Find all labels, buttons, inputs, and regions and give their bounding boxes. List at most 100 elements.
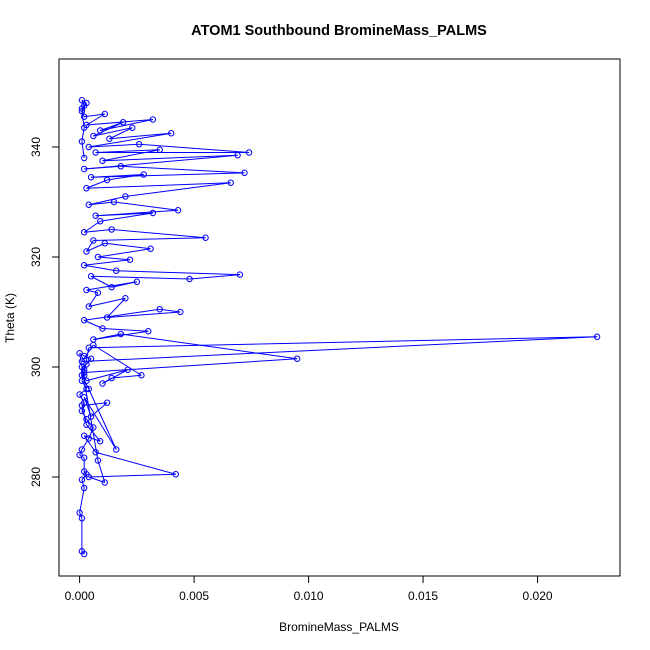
data-point — [236, 271, 244, 278]
series-segment — [93, 330, 149, 340]
data-point — [85, 303, 92, 310]
series-segment — [81, 336, 598, 362]
x-axis-label: BromineMass_PALMS — [279, 620, 399, 634]
data-point — [94, 457, 102, 464]
series-segment — [86, 182, 231, 189]
data-point — [97, 127, 104, 134]
series-segment — [88, 196, 126, 206]
data-point — [99, 380, 106, 387]
data-point — [138, 372, 145, 379]
data-point — [108, 284, 115, 291]
data-point — [234, 152, 241, 159]
series-segment — [125, 182, 231, 197]
data-point — [117, 330, 125, 338]
data-point — [78, 97, 86, 104]
x-tick-label: 0.020 — [523, 589, 553, 603]
data-point — [80, 165, 88, 173]
data-point — [76, 350, 83, 357]
data-point — [83, 421, 90, 428]
y-tick-label: 300 — [29, 357, 43, 377]
data-point — [122, 193, 129, 200]
data-point — [78, 358, 86, 365]
series-segment — [95, 209, 179, 217]
x-tick-label: 0.000 — [65, 589, 95, 603]
series-segment — [84, 259, 131, 266]
series-segment — [97, 248, 151, 258]
data-point — [119, 119, 127, 126]
series-segment — [93, 237, 206, 241]
series-segment — [102, 377, 112, 384]
data-point — [117, 163, 125, 170]
plot-frame — [58, 58, 621, 577]
data-point — [99, 157, 106, 164]
series-segment — [83, 347, 90, 373]
series-segment — [100, 212, 153, 222]
series-segment — [84, 308, 160, 321]
data-point — [293, 355, 301, 362]
data-point — [593, 333, 601, 340]
data-point — [245, 149, 253, 156]
series-segment — [83, 220, 101, 233]
series-segment — [83, 396, 117, 450]
series-segment — [90, 275, 112, 288]
data-point — [78, 402, 86, 409]
data-point — [92, 149, 99, 156]
data-point — [83, 286, 90, 294]
data-point — [83, 99, 90, 107]
data-point — [85, 344, 92, 351]
x-tick-label: 0.005 — [179, 589, 209, 603]
series-segment — [88, 132, 172, 148]
data-point — [140, 171, 147, 178]
series-segment — [95, 451, 176, 475]
data-point — [103, 399, 111, 406]
series-segment — [84, 358, 298, 373]
series-segment — [120, 165, 245, 174]
data-point — [80, 262, 88, 269]
data-point — [106, 135, 113, 142]
data-point — [80, 468, 88, 475]
data-point — [110, 198, 118, 206]
data-point — [126, 256, 134, 263]
data-point — [85, 473, 92, 481]
data-point — [92, 449, 99, 456]
data-point — [87, 273, 95, 280]
series-segment — [88, 473, 176, 478]
series-segment — [113, 201, 179, 211]
series-segment — [86, 424, 101, 442]
data-point — [83, 377, 90, 384]
series-segment — [91, 275, 190, 280]
data-point — [80, 432, 88, 439]
series-segment — [159, 308, 181, 313]
data-point — [78, 138, 86, 145]
series-segment — [111, 281, 137, 288]
data-point — [94, 253, 102, 261]
data-point — [135, 141, 143, 148]
data-point — [202, 234, 209, 241]
series-segment — [109, 127, 133, 140]
series-segment — [93, 127, 133, 137]
series-segment — [91, 172, 245, 178]
data-point — [149, 209, 157, 217]
data-point — [145, 328, 152, 335]
series-segment — [81, 473, 87, 481]
series-segment — [88, 388, 117, 450]
series-segment — [88, 336, 598, 349]
series-segment — [104, 242, 151, 250]
data-point — [80, 317, 88, 324]
y-axis: 280 300 320 340 — [29, 137, 60, 487]
series-segment — [84, 229, 112, 233]
data-point — [80, 154, 88, 162]
series-segment — [79, 353, 99, 461]
data-point — [103, 176, 111, 184]
series-segment — [86, 369, 128, 382]
series-segment — [90, 402, 108, 417]
data-point — [172, 471, 179, 478]
data-point — [80, 484, 88, 492]
data-point — [90, 424, 97, 431]
data-point — [101, 240, 108, 247]
series-segment — [139, 143, 250, 153]
data-point — [76, 509, 83, 516]
data-point — [90, 237, 97, 244]
y-axis-label: Theta (K) — [3, 293, 17, 343]
data-point — [80, 369, 88, 376]
